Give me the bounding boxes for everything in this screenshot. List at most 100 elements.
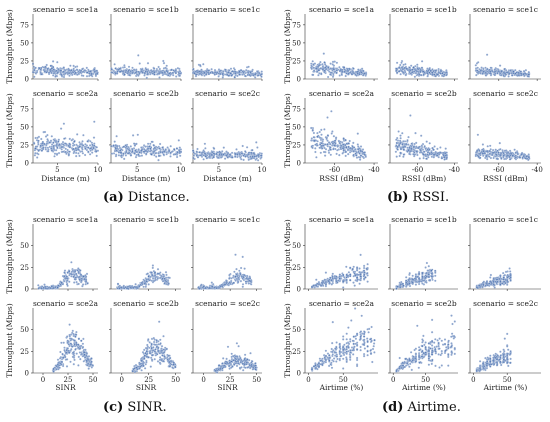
data-point <box>85 359 88 363</box>
data-point <box>436 154 439 157</box>
data-point <box>168 365 171 368</box>
data-point <box>75 68 79 71</box>
panel-title: scenario = sce2b <box>113 299 179 308</box>
data-point <box>202 285 205 288</box>
data-point <box>195 69 199 73</box>
data-point <box>81 70 85 74</box>
data-point <box>316 135 319 138</box>
panel-title: scenario = sce2a <box>309 89 375 98</box>
data-point <box>241 283 245 286</box>
data-point <box>165 273 168 277</box>
data-point <box>195 150 198 153</box>
data-point <box>219 69 222 72</box>
data-point <box>93 120 96 123</box>
data-point <box>234 360 238 363</box>
data-point <box>158 361 162 364</box>
data-point <box>119 286 123 289</box>
data-point <box>152 340 156 344</box>
data-point <box>67 71 71 75</box>
data-point <box>144 70 147 74</box>
data-point <box>239 156 242 159</box>
data-point <box>347 142 350 145</box>
data-point <box>156 360 160 363</box>
data-point <box>176 66 180 70</box>
data-point <box>62 66 66 69</box>
data-point <box>93 142 96 145</box>
data-point <box>67 154 71 157</box>
data-point <box>149 142 152 145</box>
data-point <box>39 144 42 147</box>
data-point <box>212 155 215 159</box>
data-point <box>341 147 345 150</box>
data-point <box>82 351 86 354</box>
data-point <box>85 74 89 78</box>
data-point <box>76 343 80 346</box>
x-tick-label: -60 <box>493 166 504 174</box>
data-point <box>92 146 95 150</box>
data-point <box>87 367 90 370</box>
data-point <box>156 346 160 350</box>
data-point <box>70 270 74 274</box>
data-point <box>428 152 431 155</box>
data-point <box>320 133 323 136</box>
data-point <box>62 70 65 73</box>
y-tick-label: 0 <box>25 76 29 84</box>
data-point <box>83 356 87 359</box>
data-point <box>89 140 92 143</box>
data-point <box>508 155 511 159</box>
data-point <box>496 157 500 161</box>
data-point <box>235 342 239 345</box>
data-point <box>228 155 231 158</box>
data-point <box>131 71 134 75</box>
data-point <box>329 62 332 65</box>
x-tick-label: -40 <box>368 166 379 174</box>
data-point <box>85 71 89 74</box>
data-point <box>256 146 259 149</box>
data-point <box>210 153 213 156</box>
data-point <box>64 351 68 354</box>
data-point <box>44 65 47 69</box>
data-point <box>247 282 250 285</box>
y-tick-label: 25 <box>20 141 29 149</box>
subfigure-c: Throughput (Mbps)Throughput (Mbps)scenar… <box>5 215 262 392</box>
data-point <box>146 277 150 281</box>
data-point <box>157 152 160 155</box>
data-point <box>520 72 523 76</box>
data-point <box>474 154 477 158</box>
data-point <box>63 346 66 349</box>
data-point <box>54 148 58 152</box>
data-point <box>148 352 152 355</box>
data-point <box>335 152 338 156</box>
data-point <box>72 275 75 279</box>
data-point <box>93 70 96 74</box>
data-point <box>232 281 235 284</box>
data-point <box>88 144 92 147</box>
data-point <box>341 70 344 74</box>
data-point <box>132 142 136 145</box>
data-point <box>149 271 153 274</box>
data-point <box>37 149 40 153</box>
data-point <box>149 147 152 150</box>
data-point <box>70 348 73 351</box>
data-point <box>399 72 402 76</box>
data-point <box>432 156 435 159</box>
data-point <box>224 68 227 72</box>
data-point <box>56 61 59 64</box>
data-point <box>500 69 503 73</box>
data-point <box>66 284 69 287</box>
data-point <box>408 66 411 69</box>
data-point <box>254 364 257 367</box>
data-point <box>74 154 78 158</box>
data-point <box>140 149 143 152</box>
data-point <box>140 146 143 149</box>
data-point <box>165 151 168 154</box>
data-point <box>363 72 366 75</box>
data-point <box>489 66 492 70</box>
data-point <box>138 62 141 65</box>
data-point <box>115 134 118 138</box>
data-point <box>344 138 347 142</box>
data-point <box>415 149 418 153</box>
data-point <box>175 155 179 159</box>
data-point <box>196 147 199 151</box>
data-point <box>78 347 82 350</box>
